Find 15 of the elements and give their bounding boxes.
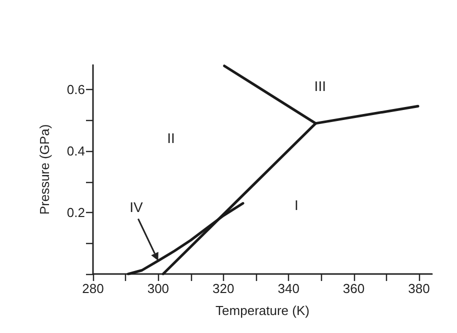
x-tick-label: 320 (212, 281, 234, 296)
annotation: IV (130, 198, 144, 215)
x-tick-label: 360 (342, 281, 365, 296)
y-tick-label: 0.6 (66, 82, 85, 98)
x-axis-title: Temperature (K) (216, 303, 310, 318)
y-axis-title: Pressure (GPa) (37, 124, 52, 215)
x-tick-label: 340 (278, 281, 300, 296)
x-tick-label: 380 (408, 281, 430, 296)
annotation: III (314, 78, 326, 94)
annotation: I (294, 197, 298, 214)
x-tick-label: 280 (82, 281, 104, 296)
annotation: II (167, 130, 175, 146)
y-tick-label: 0.2 (66, 205, 85, 220)
y-tick-label: 0.4 (66, 144, 85, 159)
x-tick-label: 300 (147, 281, 170, 296)
